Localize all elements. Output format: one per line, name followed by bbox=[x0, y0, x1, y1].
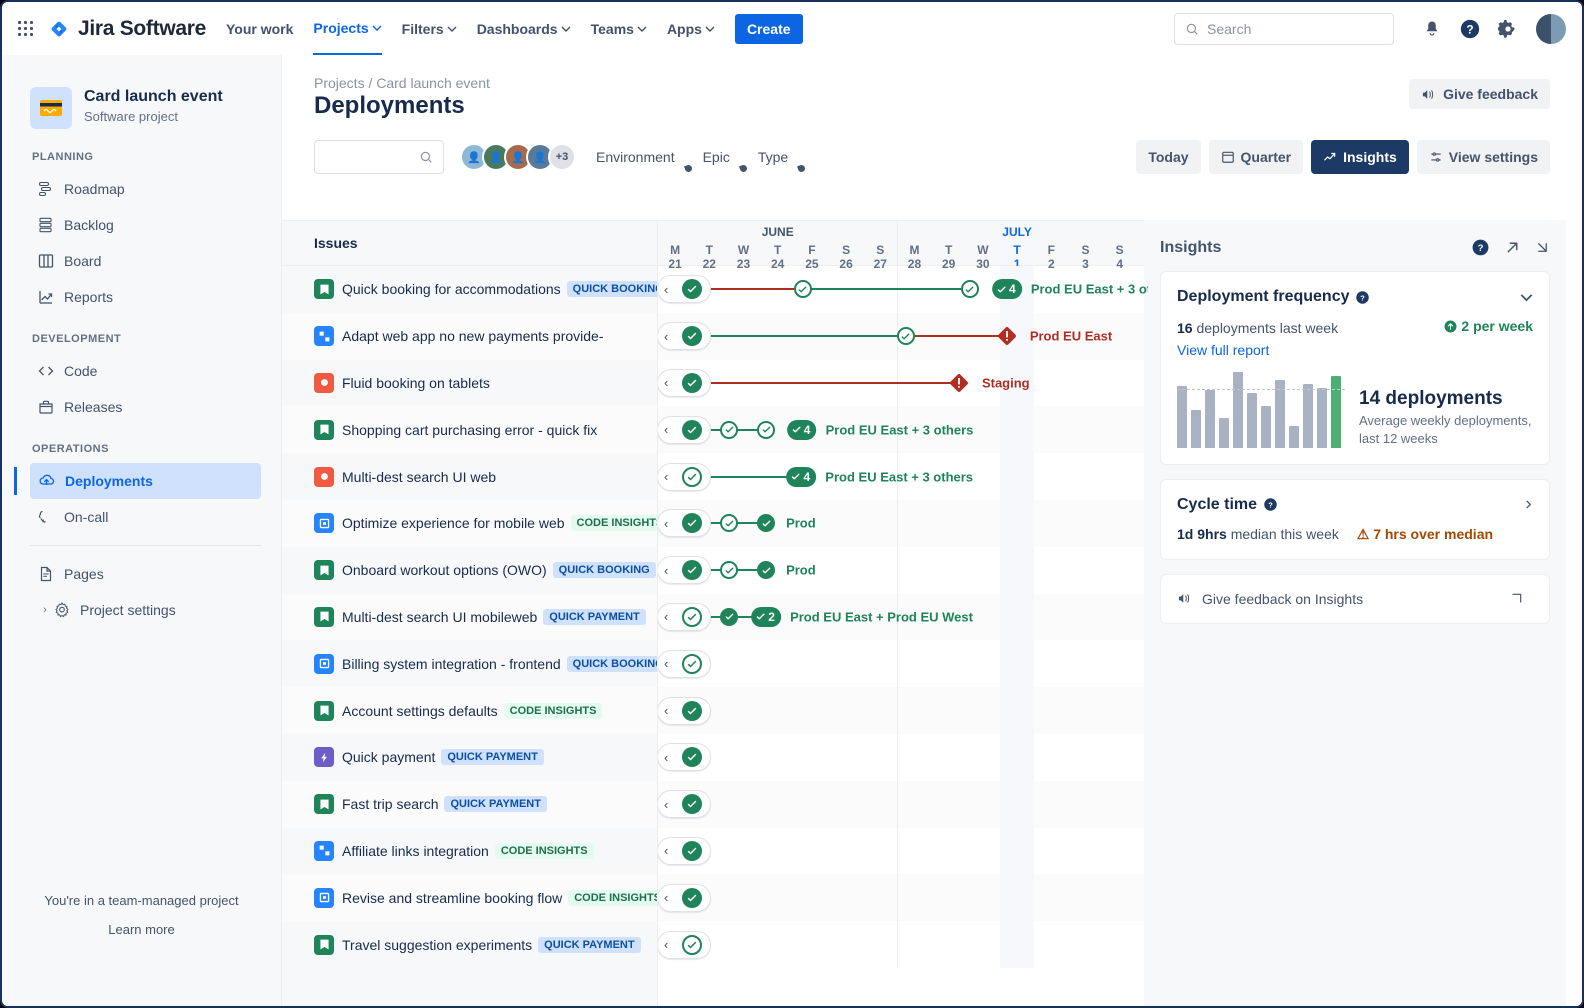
svg-text:?: ? bbox=[1466, 22, 1473, 36]
svg-text:?: ? bbox=[1268, 500, 1273, 509]
svg-text:?: ? bbox=[1478, 243, 1484, 254]
svg-text:?: ? bbox=[1361, 293, 1366, 302]
